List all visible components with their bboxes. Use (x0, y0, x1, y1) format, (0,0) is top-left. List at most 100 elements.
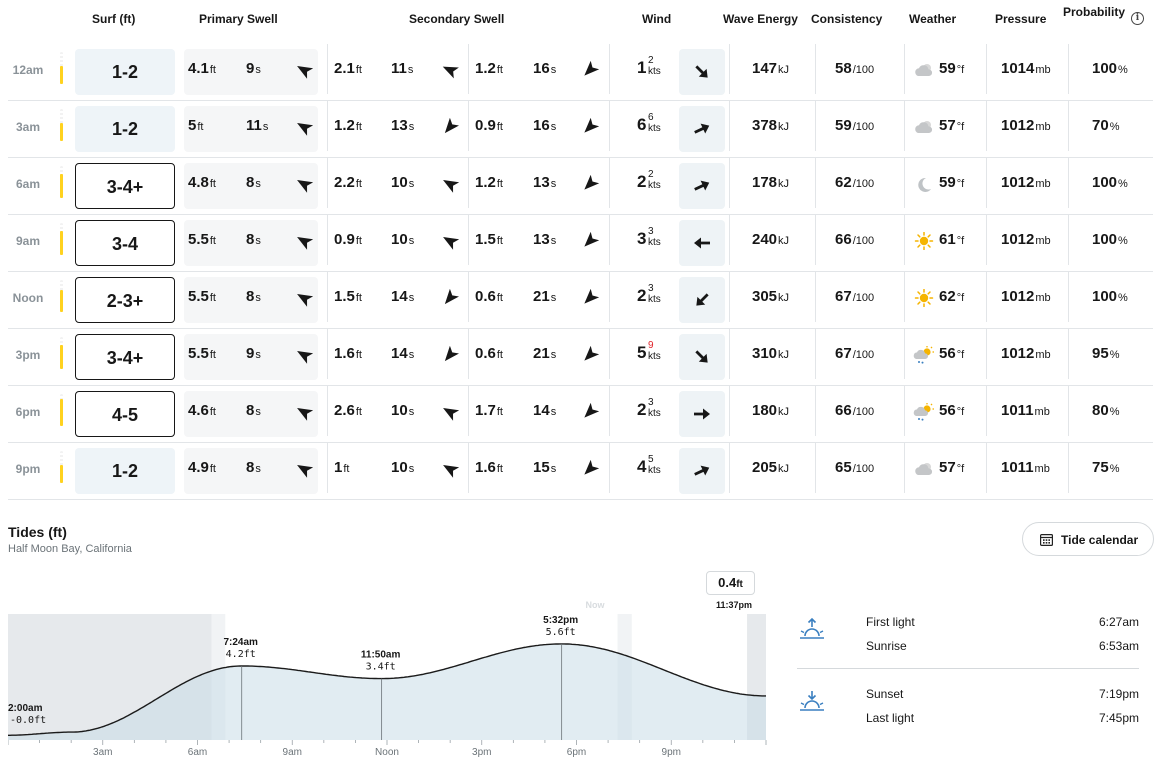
surf-height[interactable]: 3-4+ (75, 163, 175, 209)
rating-bar-fill (60, 345, 63, 369)
surf-height[interactable]: 4-5 (75, 391, 175, 437)
wind-unit: kts (648, 465, 661, 476)
first-light-label: First light (866, 615, 915, 629)
forecast-table-header: Surf (ft) Primary Swell Secondary Swell … (0, 0, 1156, 44)
divider (904, 272, 905, 322)
secondary-swell-1-height: 2.6ft (334, 402, 362, 419)
wind-direction[interactable] (679, 220, 725, 266)
temperature: 61°f (939, 231, 964, 248)
rating-bar (60, 394, 63, 426)
wind-direction[interactable] (679, 448, 725, 494)
forecast-row[interactable]: 6am 3-4+ 4.8ft 8s 2.2ft 10s 1.2ft 13s 2 2 kts 178kJ… (8, 158, 1153, 215)
calendar-icon (1040, 533, 1053, 546)
divider (815, 329, 816, 379)
primary-swell-period: 9s (246, 60, 261, 77)
probability: 95% (1092, 345, 1119, 362)
primary-swell-period: 8s (246, 459, 261, 476)
rating-bar (60, 52, 63, 84)
sunrise-icon (799, 617, 825, 641)
sunrise-label: Sunrise (866, 639, 907, 653)
divider (468, 329, 469, 379)
pressure: 1012mb (1001, 345, 1051, 362)
secondary-swell-2-period: 13s (533, 231, 556, 248)
primary-swell-height: 5.5ft (188, 345, 216, 362)
wave-energy: 205kJ (752, 459, 789, 476)
probability: 80% (1092, 402, 1119, 419)
secondary-swell-2-height: 0.6ft (475, 288, 503, 305)
secondary-swell-2-height: 1.2ft (475, 174, 503, 191)
swell-direction-icon (581, 232, 599, 250)
wind-direction[interactable] (679, 391, 725, 437)
divider (1068, 329, 1069, 379)
surf-height[interactable]: 3-4+ (75, 334, 175, 380)
wind-direction[interactable] (679, 49, 725, 95)
rating-bar-fill (60, 174, 63, 198)
surf-height[interactable]: 2-3+ (75, 277, 175, 323)
divider (815, 386, 816, 436)
consistency: 66/100 (835, 231, 874, 248)
info-icon[interactable]: i (1131, 12, 1144, 25)
divider (609, 272, 610, 322)
axis-label: 6am (188, 747, 207, 758)
divider (1068, 443, 1069, 493)
primary-swell-height: 5.5ft (188, 288, 216, 305)
tide-calendar-button[interactable]: Tide calendar (1022, 522, 1154, 556)
wind-gust: 6 (648, 113, 654, 122)
forecast-row[interactable]: Noon 2-3+ 5.5ft 8s 1.5ft 14s 0.6ft 21s 2 3 kts 305k… (8, 272, 1153, 329)
surf-height[interactable]: 1-2 (75, 106, 175, 152)
header-wave-energy: Wave Energy (723, 12, 798, 26)
forecast-row[interactable]: 3pm 3-4+ 5.5ft 9s 1.6ft 14s 0.6ft 21s 5 9 kts 310kJ… (8, 329, 1153, 386)
wind-direction[interactable] (679, 163, 725, 209)
probability: 100% (1092, 60, 1128, 77)
forecast-row[interactable]: 12am 1-2 4.1ft 9s 2.1ft 11s 1.2ft 16s 1 2 kts 147kJ… (8, 44, 1153, 101)
header-surf: Surf (ft) (92, 12, 135, 26)
wave-energy: 310kJ (752, 345, 789, 362)
divider (729, 386, 730, 436)
forecast-row[interactable]: 9am 3-4 5.5ft 8s 0.9ft 10s 1.5ft 13s 3 3 kts 240kJ 6… (8, 215, 1153, 272)
axis-label: 3pm (472, 747, 491, 758)
wind-speed: 2 (637, 172, 646, 192)
tide-extreme-height: -0.0ft (10, 715, 46, 726)
wind-gust: 3 (648, 284, 654, 293)
secondary-swell-2-period: 16s (533, 60, 556, 77)
swell-direction-icon (581, 289, 599, 307)
surf-height[interactable]: 1-2 (75, 49, 175, 95)
surf-height[interactable]: 3-4 (75, 220, 175, 266)
tides-location: Half Moon Bay, California (8, 543, 132, 555)
probability: 75% (1092, 459, 1119, 476)
swell-direction-icon (441, 346, 459, 364)
divider (986, 443, 987, 493)
wind-direction[interactable] (679, 106, 725, 152)
forecast-row[interactable]: 3am 1-2 5ft 11s 1.2ft 13s 0.9ft 16s 6 6 kts 378kJ 59… (8, 101, 1153, 158)
wave-energy: 180kJ (752, 402, 789, 419)
rating-bar-fill (60, 231, 63, 255)
axis-label: 6pm (567, 747, 586, 758)
tide-extreme-time: 5:32pm (543, 615, 578, 626)
header-wind: Wind (642, 12, 671, 26)
sun-icon (913, 289, 935, 307)
primary-swell-period: 8s (246, 174, 261, 191)
divider (609, 386, 610, 436)
forecast-row[interactable]: 9pm 1-2 4.9ft 8s 1ft 10s 1.6ft 15s 4 5 kts 205kJ 65/… (8, 443, 1153, 500)
temperature: 59°f (939, 174, 964, 191)
primary-swell-period: 8s (246, 288, 261, 305)
forecast-row[interactable]: 6pm 4-5 4.6ft 8s 2.6ft 10s 1.7ft 14s 2 3 kts 180kJ 6… (8, 386, 1153, 443)
divider (904, 158, 905, 208)
temperature: 57°f (939, 459, 964, 476)
wave-energy: 305kJ (752, 288, 789, 305)
rating-bar-fill (60, 123, 63, 141)
pressure: 1011mb (1001, 459, 1050, 476)
sunset-time: 7:19pm (1099, 687, 1139, 701)
divider (986, 329, 987, 379)
wind-direction[interactable] (679, 277, 725, 323)
divider (327, 158, 328, 208)
primary-swell-height: 4.8ft (188, 174, 216, 191)
surf-height[interactable]: 1-2 (75, 448, 175, 494)
divider (468, 215, 469, 265)
pressure: 1014mb (1001, 60, 1051, 77)
tide-extreme-time: 7:24am (223, 637, 258, 648)
current-tide-unit: ft (736, 579, 743, 590)
divider (327, 443, 328, 493)
wind-direction[interactable] (679, 334, 725, 380)
